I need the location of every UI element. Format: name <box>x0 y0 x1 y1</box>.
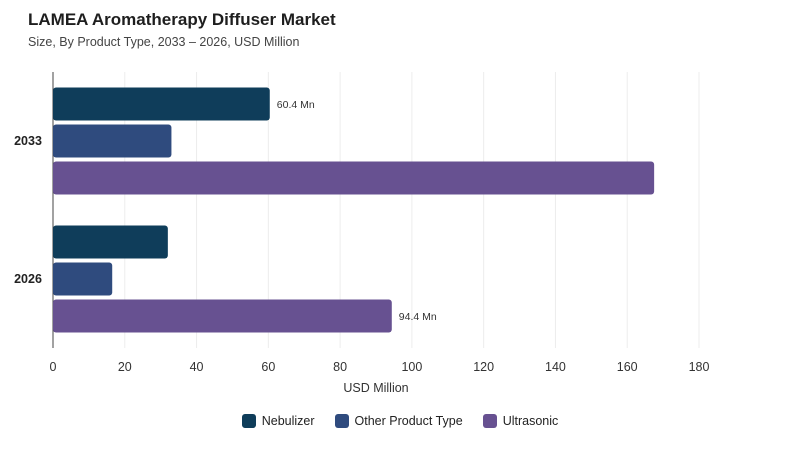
bar-ultrasonic-2033 <box>53 161 655 195</box>
x-tick-label-120: 120 <box>473 360 494 374</box>
legend-swatch-nebulizer <box>241 414 256 428</box>
x-tick-label-160: 160 <box>617 360 638 374</box>
legend-item-nebulizer[interactable]: Nebulizer <box>241 414 315 428</box>
x-tick-label-140: 140 <box>545 360 566 374</box>
x-tick-label-0: 0 <box>50 360 57 374</box>
y-tick-label-2026: 2026 <box>14 272 42 286</box>
bar-other-product-type-2033 <box>53 124 172 158</box>
legend-item-ultrasonic[interactable]: Ultrasonic <box>482 414 559 428</box>
bar-nebulizer-2026 <box>53 225 168 259</box>
x-tick-label-100: 100 <box>401 360 422 374</box>
bar-nebulizer-2033 <box>53 87 270 121</box>
bar-other-product-type-2026 <box>53 262 113 296</box>
legend-item-other-product-type[interactable]: Other Product Type <box>334 414 463 428</box>
legend-swatch-other-product-type <box>334 414 349 428</box>
bar-ultrasonic-2026 <box>53 299 392 333</box>
y-tick-label-2033: 2033 <box>14 134 42 148</box>
x-tick-label-40: 40 <box>190 360 204 374</box>
legend-label-other-product-type: Other Product Type <box>354 414 463 428</box>
x-axis-title: USD Million <box>343 381 408 395</box>
chart-legend: Nebulizer Other Product Type Ultrasonic <box>0 414 800 428</box>
chart-subtitle: Size, By Product Type, 2033 – 2026, USD … <box>28 35 300 49</box>
x-tick-label-180: 180 <box>689 360 710 374</box>
data-label-nebulizer-2033: 60.4 Mn <box>277 99 315 111</box>
data-label-ultrasonic-2026: 94.4 Mn <box>399 311 437 323</box>
x-tick-label-20: 20 <box>118 360 132 374</box>
legend-label-ultrasonic: Ultrasonic <box>502 414 559 428</box>
x-tick-label-60: 60 <box>261 360 275 374</box>
legend-label-nebulizer: Nebulizer <box>261 414 315 428</box>
x-tick-label-80: 80 <box>333 360 347 374</box>
chart-title: LAMEA Aromatherapy Diffuser Market <box>28 10 336 29</box>
legend-swatch-ultrasonic <box>482 414 497 428</box>
